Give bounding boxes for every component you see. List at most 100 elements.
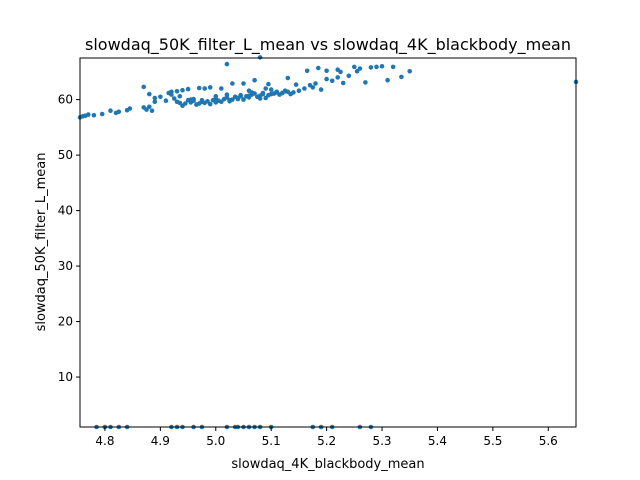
chart-title: slowdaq_50K_filter_L_mean vs slowdaq_4K_… [85, 35, 571, 55]
data-point [313, 81, 318, 86]
data-point [304, 68, 310, 74]
x-tick-label: 4.8 [95, 434, 114, 448]
x-tick-label: 5.3 [372, 434, 391, 448]
data-point [354, 69, 360, 74]
data-point [224, 61, 230, 67]
y-tick-label: 30 [58, 259, 73, 273]
y-tick-label: 50 [58, 148, 73, 162]
data-point [207, 101, 213, 107]
data-point [196, 85, 202, 91]
x-tick-label: 5.5 [483, 434, 502, 448]
data-point [291, 90, 296, 95]
data-point [310, 85, 316, 90]
data-point [379, 64, 385, 69]
data-point [257, 55, 263, 60]
data-point [266, 81, 271, 87]
x-tick-label: 5.6 [539, 434, 558, 448]
data-point [183, 101, 188, 106]
x-axis-label: slowdaq_4K_blackbody_mean [231, 457, 424, 472]
data-point [346, 73, 352, 79]
data-point [235, 96, 241, 102]
data-point [227, 97, 232, 103]
data-point [180, 87, 185, 93]
data-point [177, 100, 183, 106]
y-tick-label: 40 [58, 204, 73, 218]
data-points [77, 55, 579, 430]
data-point [152, 99, 158, 105]
data-point [368, 65, 374, 70]
data-point [188, 97, 194, 102]
data-point [357, 66, 363, 71]
data-point [316, 65, 321, 71]
x-tick-label: 5.4 [428, 434, 447, 448]
y-tick-label: 10 [58, 370, 73, 384]
data-point [335, 75, 341, 80]
data-point [163, 98, 169, 103]
y-tick-label: 60 [58, 93, 73, 107]
data-point [147, 104, 152, 110]
data-point [108, 108, 113, 113]
data-point [213, 100, 219, 105]
data-point [352, 64, 357, 70]
data-point [363, 80, 368, 85]
data-point [202, 86, 207, 91]
data-point [207, 85, 213, 90]
data-point [219, 86, 224, 91]
data-point [147, 91, 152, 97]
data-point [152, 95, 158, 101]
data-point [324, 76, 329, 82]
data-point [318, 87, 324, 92]
data-point [271, 91, 277, 96]
data-point [340, 80, 346, 86]
plot-frame [79, 57, 577, 428]
data-point [335, 67, 341, 72]
data-point [374, 64, 379, 70]
x-axis-ticks: 4.8 4.9 5.0 5.1 5.2 5.3 5.4 5.5 5.6 [95, 427, 558, 448]
data-point [268, 87, 274, 92]
data-point [302, 86, 307, 91]
data-point [296, 88, 302, 93]
data-point [241, 81, 246, 86]
data-point [169, 92, 174, 97]
data-point [116, 109, 122, 115]
data-point [224, 92, 230, 97]
y-axis-ticks: 10 20 30 40 50 60 [58, 93, 80, 384]
data-point [257, 96, 263, 101]
data-point [86, 112, 91, 117]
data-point [390, 64, 396, 70]
data-point [99, 111, 105, 117]
data-point [127, 106, 133, 111]
data-point [285, 75, 291, 81]
data-point [407, 69, 413, 74]
data-point [199, 97, 205, 103]
data-point [260, 91, 266, 97]
y-tick-label: 20 [58, 315, 73, 329]
data-point [263, 86, 269, 91]
data-point [141, 84, 146, 90]
data-point [91, 112, 97, 118]
data-point [238, 94, 243, 99]
data-point [399, 74, 404, 80]
data-point [158, 94, 163, 100]
data-point [185, 86, 191, 92]
y-axis-label: slowdaq_50K_filter_L_mean [34, 153, 49, 332]
x-tick-label: 5.2 [317, 434, 336, 448]
data-point [329, 78, 335, 84]
data-point [252, 77, 257, 83]
data-point [230, 81, 235, 86]
data-point [246, 88, 252, 93]
data-point [177, 94, 183, 99]
data-point [174, 89, 180, 94]
data-point [213, 94, 219, 99]
x-tick-label: 5.0 [206, 434, 225, 448]
data-point [385, 77, 390, 83]
x-tick-label: 5.1 [262, 434, 281, 448]
data-point [144, 107, 149, 112]
data-point [282, 88, 288, 93]
data-point [246, 93, 252, 98]
data-point [324, 68, 329, 74]
data-point [149, 108, 155, 113]
x-tick-label: 4.9 [151, 434, 170, 448]
data-point [293, 82, 299, 87]
